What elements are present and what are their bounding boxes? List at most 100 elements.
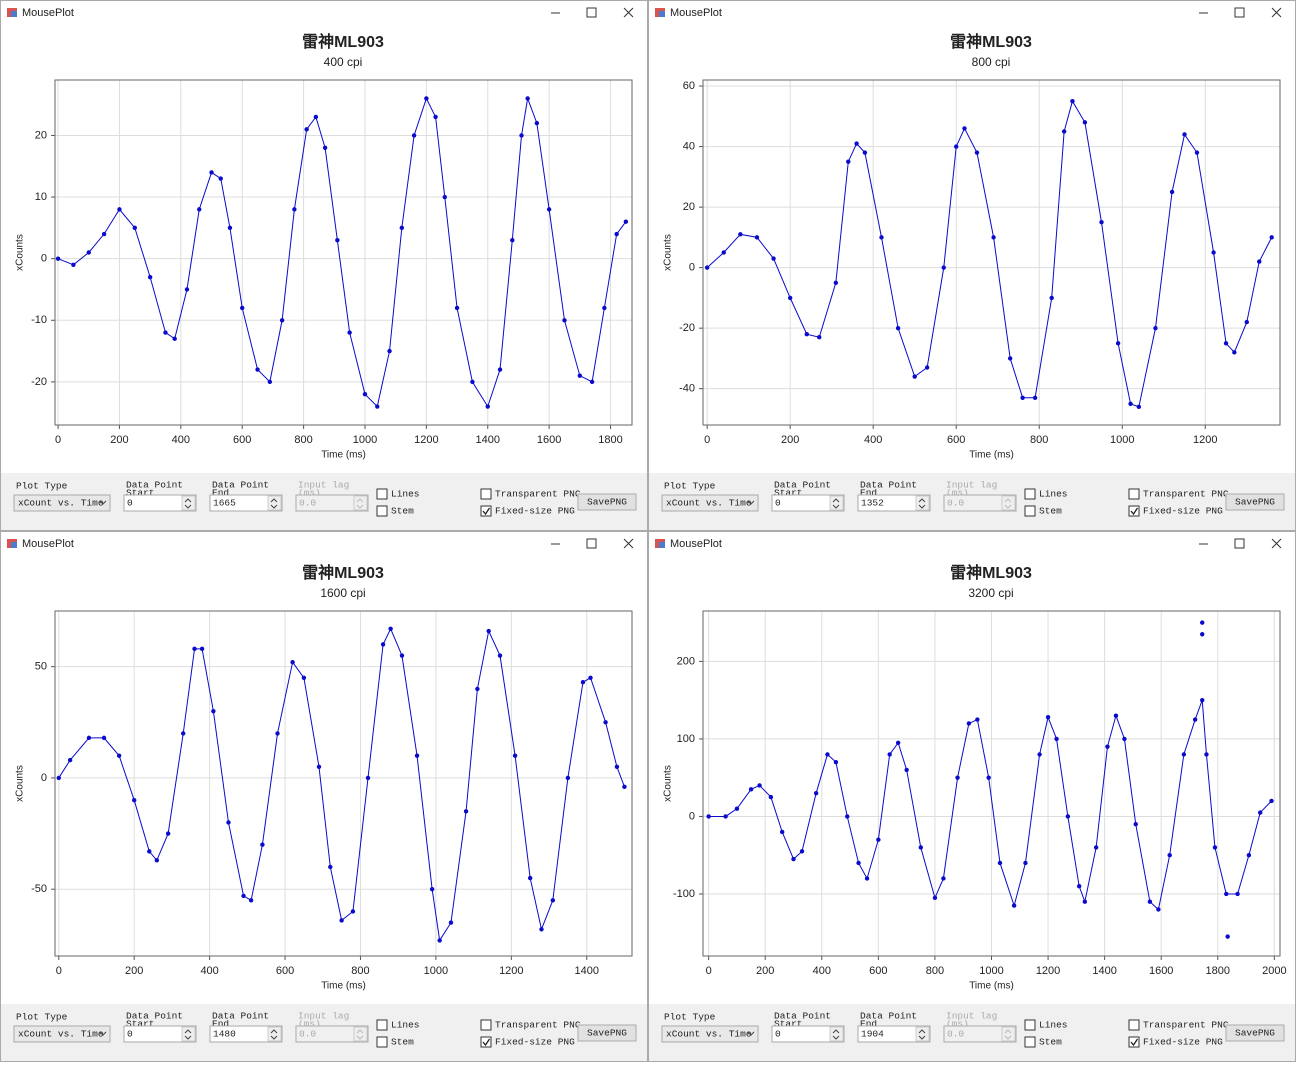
spinner-arrows	[184, 498, 192, 509]
x-tick-label: 400	[200, 965, 218, 977]
data-point	[941, 876, 946, 881]
checkbox[interactable]	[1128, 505, 1140, 517]
checkbox[interactable]	[480, 505, 492, 517]
check-mark	[482, 1038, 491, 1047]
checkbox[interactable]	[1024, 505, 1036, 517]
plot-type-combo[interactable]	[13, 1025, 111, 1043]
data-point	[86, 735, 92, 741]
data-point	[580, 680, 586, 685]
checkbox[interactable]	[376, 1019, 388, 1031]
number-input[interactable]	[123, 1025, 197, 1043]
save-button[interactable]	[577, 1024, 637, 1042]
field-label: (ms)	[298, 488, 321, 499]
checkbox[interactable]	[376, 1036, 388, 1048]
field-label: Start	[774, 488, 803, 499]
close-button[interactable]	[1271, 538, 1282, 549]
spinner[interactable]	[915, 1026, 930, 1042]
spinner[interactable]	[181, 495, 196, 511]
x-axis-label: Time (ms)	[321, 981, 366, 992]
checkbox[interactable]	[1128, 1036, 1140, 1048]
maximize-button[interactable]	[586, 7, 597, 18]
checkbox[interactable]	[1024, 1019, 1036, 1031]
data-point	[791, 856, 796, 862]
checkbox-label: Lines	[391, 1020, 420, 1031]
spinner[interactable]	[915, 495, 930, 511]
data-point	[497, 653, 503, 658]
data-point	[1128, 401, 1133, 407]
spinner[interactable]	[829, 1026, 844, 1042]
y-tick-label: -50	[31, 883, 47, 895]
input-value: 1352	[861, 498, 884, 509]
data-point	[1061, 129, 1067, 134]
input-value: 1480	[213, 1029, 236, 1040]
data-point	[622, 784, 627, 790]
spinner-arrows	[356, 1029, 364, 1040]
data-line	[58, 627, 625, 942]
checkbox-label: Lines	[391, 489, 420, 500]
close-button[interactable]	[1271, 7, 1282, 18]
x-tick-label: 400	[813, 965, 831, 977]
plot-type-combo[interactable]	[13, 494, 111, 512]
checkbox[interactable]	[1024, 1036, 1036, 1048]
x-tick-label: 800	[294, 434, 312, 446]
checkbox[interactable]	[1128, 488, 1140, 500]
spinner[interactable]	[267, 495, 282, 511]
number-input[interactable]	[123, 494, 197, 512]
field-label: End	[860, 1019, 877, 1030]
spinner[interactable]	[267, 1026, 282, 1042]
checkbox-label: Fixed-size PNG	[1143, 506, 1223, 517]
number-input[interactable]	[771, 494, 845, 512]
spinner[interactable]	[181, 1026, 196, 1042]
save-button[interactable]	[577, 493, 637, 511]
data-point	[966, 721, 972, 726]
spinner[interactable]	[829, 495, 844, 511]
close-button[interactable]	[623, 538, 634, 549]
field-label: (ms)	[946, 488, 969, 499]
spinner	[1001, 1026, 1016, 1042]
data-point	[399, 225, 405, 231]
data-point	[485, 404, 490, 409]
data-point	[131, 797, 137, 803]
spinner-arrows	[832, 1029, 840, 1040]
data-point	[1023, 860, 1028, 866]
checkbox[interactable]	[480, 1019, 492, 1031]
data-point	[1200, 620, 1205, 625]
data-point	[1194, 150, 1200, 155]
y-tick-label: 0	[41, 772, 47, 784]
number-input[interactable]	[209, 1025, 283, 1043]
field-label: Start	[774, 1019, 803, 1030]
close-button[interactable]	[623, 7, 634, 18]
data-point	[577, 373, 583, 378]
number-input[interactable]	[209, 494, 283, 512]
checkbox[interactable]	[376, 505, 388, 517]
field-label: Data Point	[774, 1011, 831, 1022]
data-point	[132, 225, 137, 231]
data-point	[260, 842, 265, 847]
number-input[interactable]	[857, 494, 931, 512]
maximize-button[interactable]	[1234, 538, 1245, 549]
x-tick-label: 1400	[476, 434, 500, 446]
data-point	[316, 764, 322, 770]
save-button[interactable]	[1225, 1024, 1285, 1042]
data-point	[1099, 220, 1104, 225]
number-input	[943, 1025, 1017, 1043]
data-point	[1232, 350, 1237, 355]
checkbox[interactable]	[376, 488, 388, 500]
number-input[interactable]	[771, 1025, 845, 1043]
checkbox[interactable]	[1128, 1019, 1140, 1031]
x-tick-label: 600	[233, 434, 251, 446]
data-point	[757, 783, 762, 788]
checkbox[interactable]	[480, 1036, 492, 1048]
save-button[interactable]	[1225, 493, 1285, 511]
plot-type-combo[interactable]	[661, 494, 759, 512]
number-input[interactable]	[857, 1025, 931, 1043]
y-tick-label: 20	[683, 201, 695, 213]
checkbox[interactable]	[480, 488, 492, 500]
checkbox[interactable]	[1024, 488, 1036, 500]
plot-type-combo[interactable]	[661, 1025, 759, 1043]
data-point	[1147, 899, 1153, 904]
maximize-button[interactable]	[586, 538, 597, 549]
maximize-button[interactable]	[1234, 7, 1245, 18]
